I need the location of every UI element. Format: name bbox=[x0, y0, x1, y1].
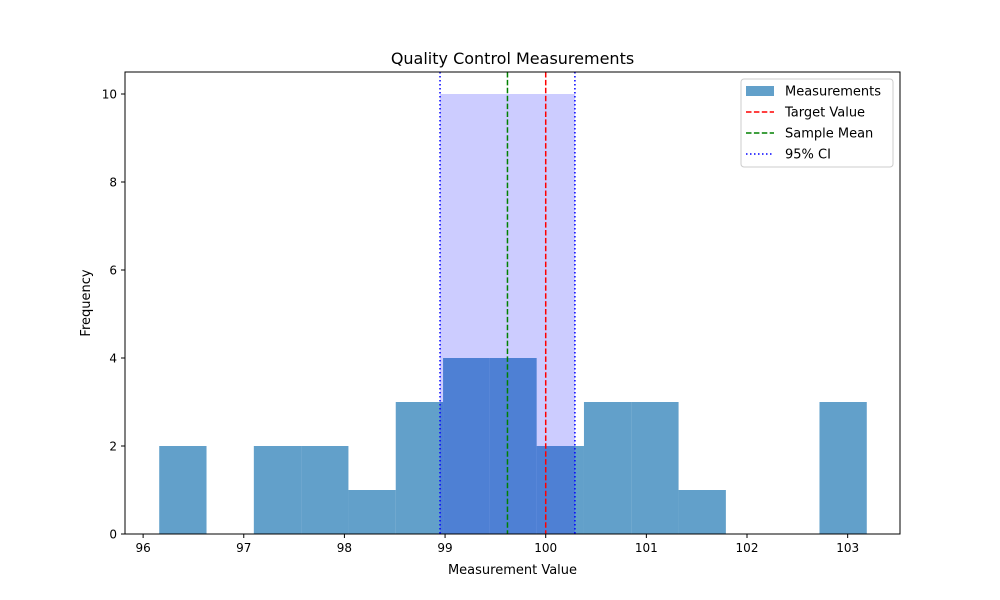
legend-label: Sample Mean bbox=[785, 127, 873, 142]
histogram-bar-10 bbox=[631, 402, 679, 534]
y-axis-label: Frequency bbox=[79, 269, 94, 336]
y-tick-label: 8 bbox=[109, 176, 117, 190]
legend-swatch-measurements bbox=[746, 86, 774, 96]
y-tick-label: 2 bbox=[109, 440, 117, 454]
x-tick-label: 103 bbox=[836, 541, 859, 555]
x-tick-label: 100 bbox=[534, 541, 557, 555]
plot-area bbox=[159, 72, 867, 534]
chart-title: Quality Control Measurements bbox=[391, 49, 634, 68]
histogram-bar-6 bbox=[443, 358, 490, 534]
legend-label: Measurements bbox=[785, 85, 881, 100]
histogram-bar-3 bbox=[301, 446, 349, 534]
y-tick-label: 10 bbox=[102, 88, 117, 102]
x-tick-label: 97 bbox=[236, 541, 251, 555]
x-axis-label: Measurement Value bbox=[448, 563, 577, 578]
axes-frame bbox=[124, 71, 901, 535]
histogram-bar-8 bbox=[536, 446, 584, 534]
x-tick-label: 99 bbox=[437, 541, 452, 555]
legend-box bbox=[740, 78, 894, 168]
histogram-bar-14 bbox=[819, 402, 867, 534]
x-axis: 96 97 98 99 100 101 102 103 bbox=[135, 534, 859, 555]
histogram-bar-5 bbox=[395, 402, 444, 534]
y-tick-label: 6 bbox=[109, 264, 117, 278]
x-tick-label: 101 bbox=[635, 541, 658, 555]
x-tick-label: 102 bbox=[736, 541, 759, 555]
histogram-bar-2 bbox=[253, 446, 302, 534]
legend-label: 95% CI bbox=[785, 148, 831, 163]
y-tick-label: 0 bbox=[109, 528, 117, 542]
histogram-bar-9 bbox=[583, 402, 632, 534]
y-axis: 0 2 4 6 8 10 bbox=[102, 88, 125, 542]
histogram-bar-0 bbox=[159, 446, 207, 534]
legend-label: Target Value bbox=[784, 106, 865, 121]
histogram-bar-11 bbox=[678, 490, 726, 534]
y-tick-label: 4 bbox=[109, 352, 117, 366]
legend: Measurements Target Value Sample Mean 95% C… bbox=[740, 78, 894, 168]
histogram-bar-7 bbox=[489, 358, 537, 534]
x-tick-label: 98 bbox=[337, 541, 352, 555]
histogram-bar-4 bbox=[348, 490, 396, 534]
x-tick-label: 96 bbox=[135, 541, 150, 555]
